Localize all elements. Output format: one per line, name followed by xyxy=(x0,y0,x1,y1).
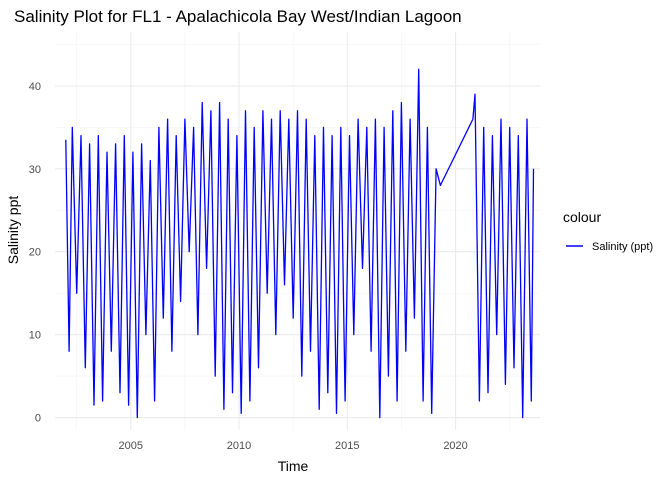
y-tick-label: 30 xyxy=(29,164,41,176)
chart-title: Salinity Plot for FL1 - Apalachicola Bay… xyxy=(14,7,462,26)
x-tick-label: 2005 xyxy=(119,440,143,452)
x-tick-label: 2015 xyxy=(335,440,359,452)
series-line-salinity xyxy=(65,68,535,419)
y-tick-label: 0 xyxy=(35,413,41,425)
y-tick-label: 10 xyxy=(29,330,41,342)
y-tick-labels: 0 10 20 30 40 xyxy=(29,81,41,425)
y-tick-label: 20 xyxy=(29,247,41,259)
legend: colour Salinity (ppt) xyxy=(563,209,653,253)
x-tick-label: 2020 xyxy=(443,440,467,452)
x-tick-label: 2010 xyxy=(227,440,251,452)
legend-label-salinity: Salinity (ppt) xyxy=(592,241,653,253)
y-axis-title: Salinity ppt xyxy=(5,196,21,265)
y-tick-label: 40 xyxy=(29,81,41,93)
series-layer xyxy=(65,68,535,419)
legend-title: colour xyxy=(563,209,601,225)
x-axis-title: Time xyxy=(278,458,309,474)
x-tick-labels: 2005 2010 2015 2020 xyxy=(119,440,468,452)
